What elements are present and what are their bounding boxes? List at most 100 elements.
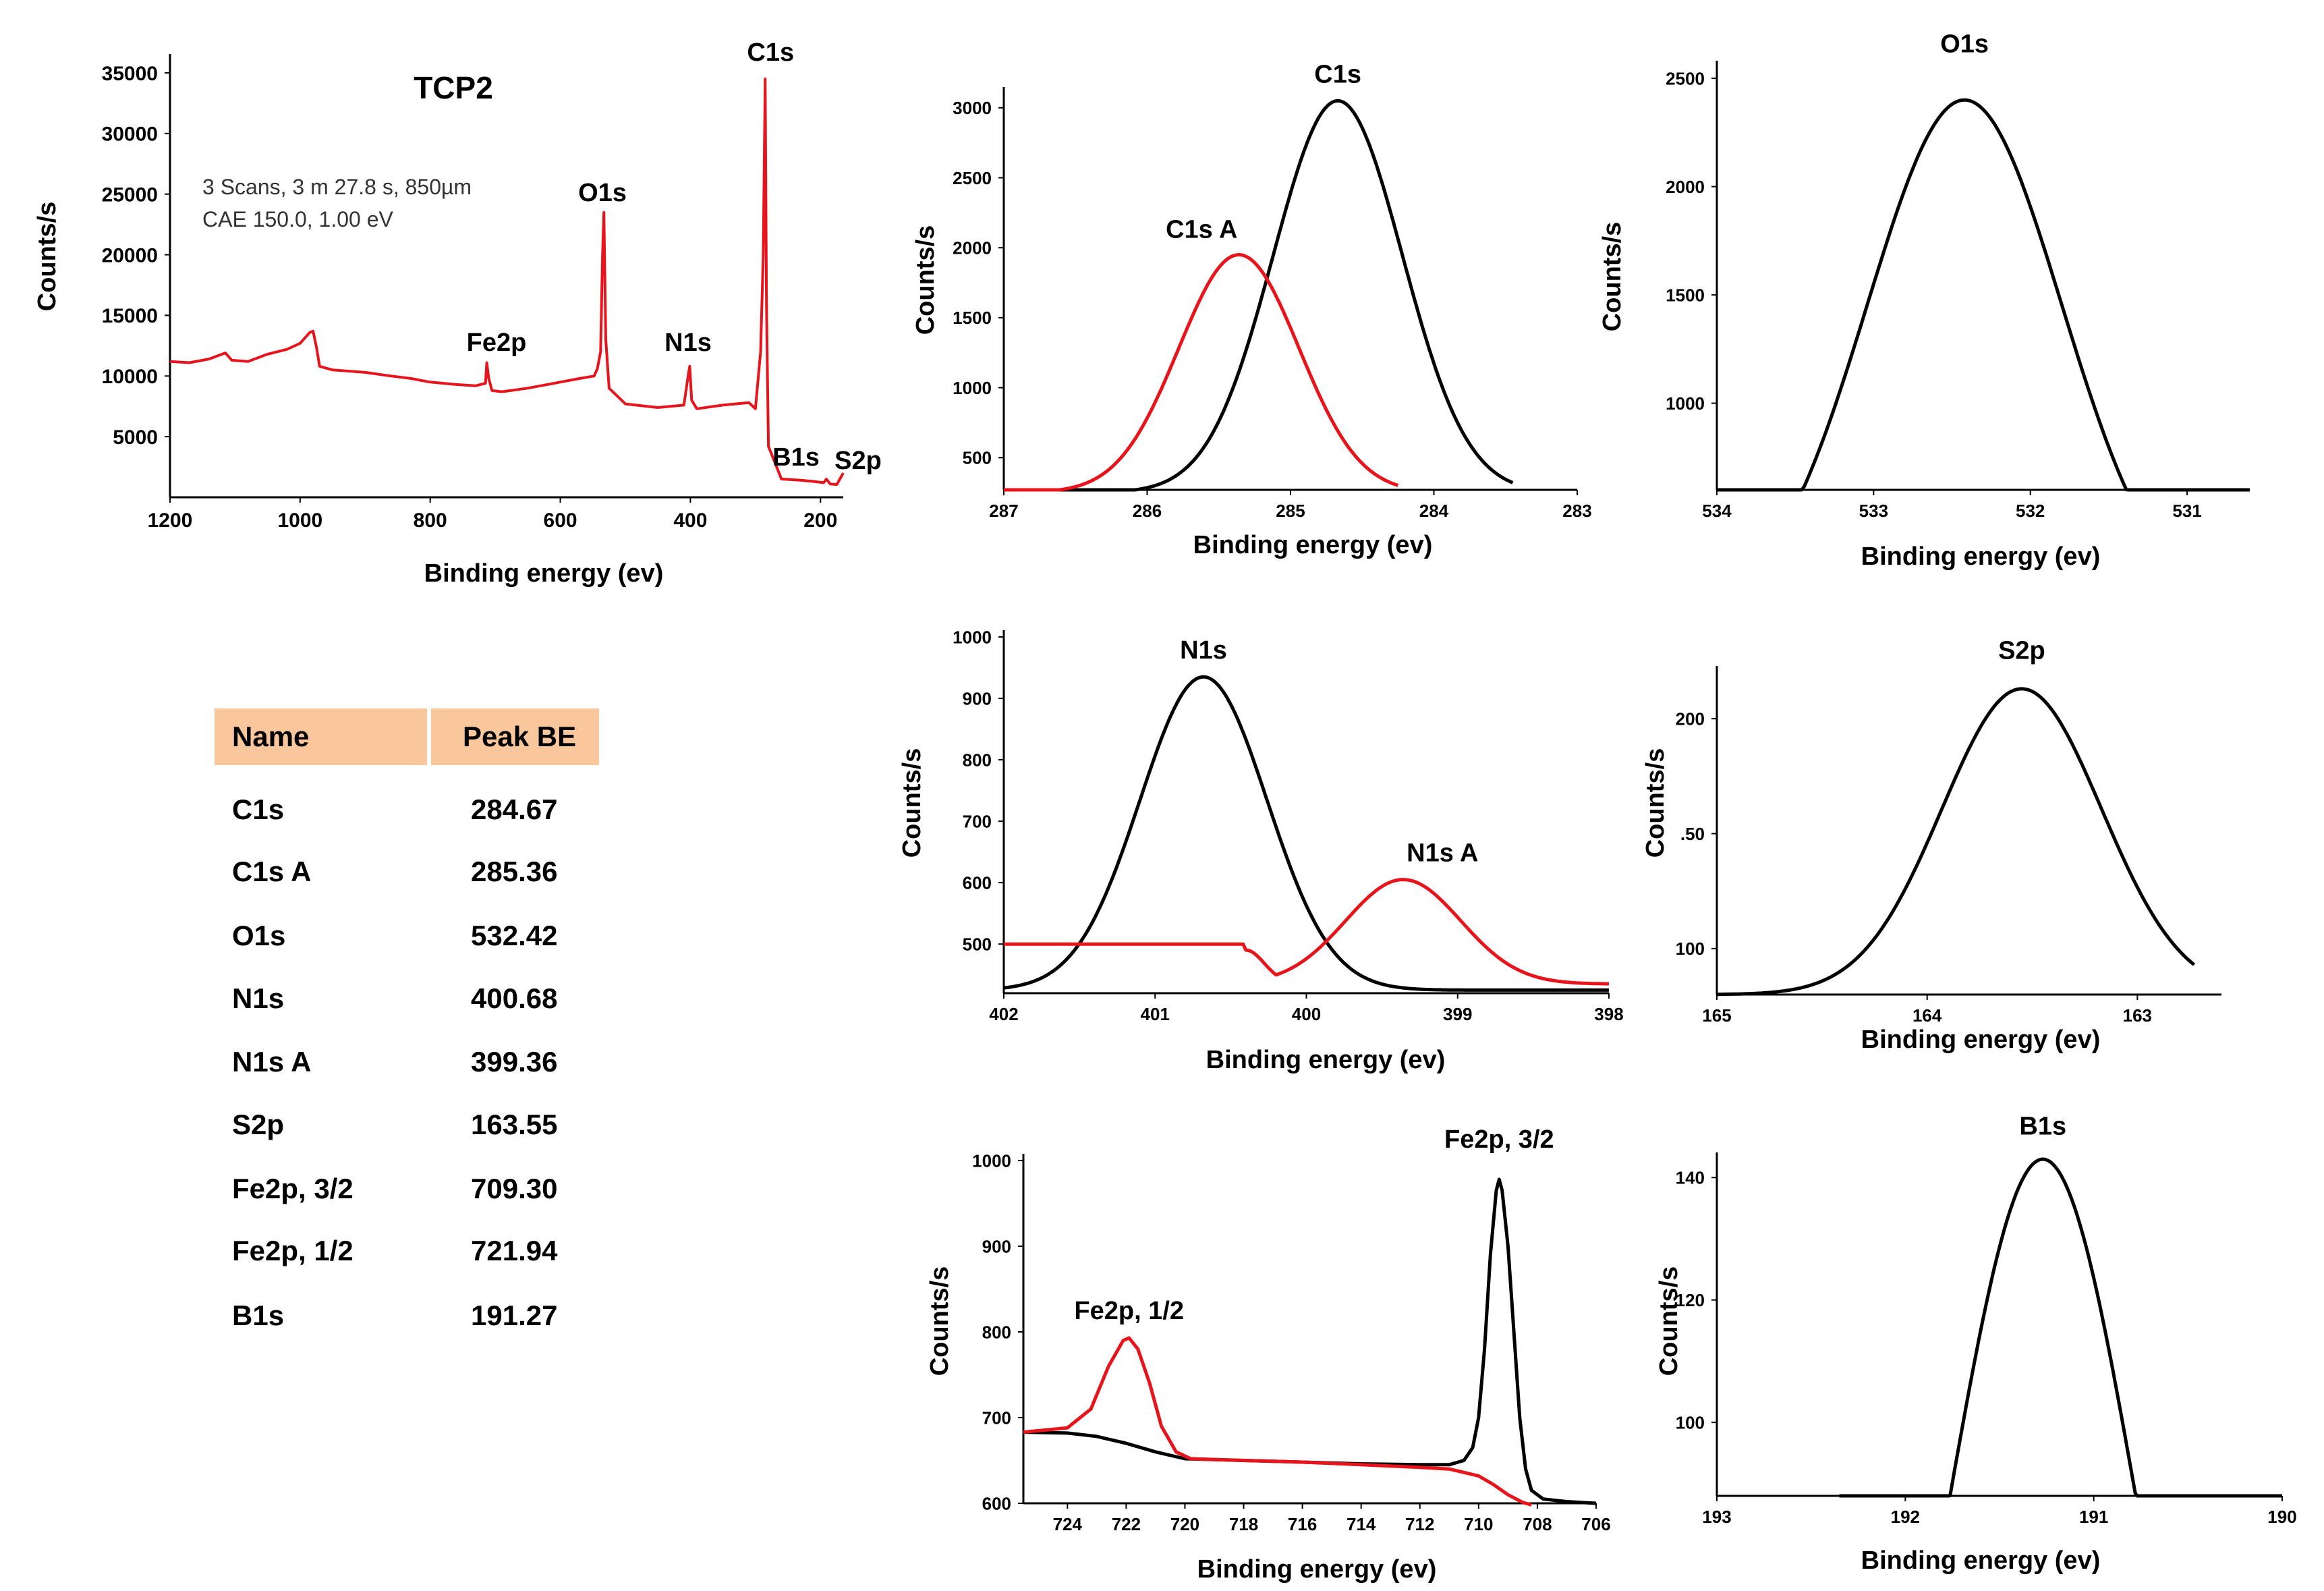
- x-tick-label: 720: [1170, 1514, 1199, 1534]
- y-tick-label: 15000: [102, 305, 158, 327]
- y-tick-label: 500: [963, 448, 992, 468]
- table-row: N1s A 399.36: [215, 1035, 599, 1089]
- y-tick-label: 1000: [953, 378, 992, 398]
- table-row: C1s A 285.36: [215, 845, 599, 899]
- x-tick-label: 531: [2172, 501, 2201, 521]
- row-name: C1s A: [232, 856, 312, 887]
- y-tick-label: 700: [982, 1407, 1011, 1428]
- y-tick-label: 1000: [972, 1150, 1011, 1171]
- y-tick-label: 2500: [953, 168, 992, 188]
- x-tick-label: 400: [673, 509, 707, 532]
- x-tick-label: 190: [2267, 1507, 2296, 1527]
- x-tick-label: 399: [1443, 1004, 1472, 1024]
- y-tick-label: 600: [963, 872, 992, 893]
- chart-title: TCP2: [414, 70, 493, 105]
- peak-label: O1s: [1940, 30, 1989, 59]
- x-tick-label: 401: [1141, 1004, 1170, 1024]
- x-tick-label: 400: [1292, 1004, 1321, 1024]
- series-line: [169, 78, 845, 486]
- y-tick-label: 100: [1676, 1412, 1705, 1432]
- peak-label: C1s A: [1166, 216, 1237, 244]
- peak-label: S2p: [1998, 637, 2045, 665]
- y-axis-label: Counts/s: [926, 1266, 954, 1376]
- row-name: S2p: [232, 1109, 285, 1140]
- peak-label: N1s: [664, 329, 712, 357]
- y-tick-label: 10000: [102, 366, 158, 388]
- peak-label: Fe2p: [467, 329, 527, 357]
- chart-fe2p: 724 722 720 718 716 714 712 710 708 706 600 700 800 9…: [926, 1125, 1611, 1584]
- series-line-o1s: [1717, 98, 2250, 492]
- chart-o1s: 534 533 532 531 1000 1500 2000 2500 Binding ener…: [1598, 30, 2250, 571]
- y-tick-label: 200: [1676, 709, 1705, 729]
- table-row: O1s 532.42: [215, 909, 599, 963]
- series-line-fe2p-3-2: [1023, 1177, 1597, 1505]
- x-tick-label: 716: [1288, 1514, 1317, 1534]
- chart-s2p: 165 164 163 100 .50 200 Binding energy (ev) Cou…: [1641, 637, 2221, 1054]
- table-row: Fe2p, 3/2 709.30: [215, 1162, 599, 1216]
- row-value: 721.94: [471, 1235, 558, 1266]
- row-name: Fe2p, 1/2: [232, 1235, 353, 1266]
- x-tick-label: 708: [1523, 1514, 1552, 1534]
- x-tick-label: 706: [1581, 1514, 1610, 1534]
- table-row: S2p 163.55: [215, 1098, 599, 1152]
- x-tick-label: 165: [1702, 1005, 1731, 1026]
- row-value: 709.30: [471, 1173, 558, 1204]
- y-tick-label: .50: [1680, 824, 1705, 844]
- x-axis-label: Binding energy (ev): [1197, 1555, 1437, 1584]
- peak-label: O1s: [578, 179, 627, 207]
- x-tick-label: 600: [544, 509, 577, 532]
- peak-label: C1s: [747, 38, 794, 67]
- table-row: N1s 400.68: [215, 972, 599, 1026]
- y-axis-label: Counts/s: [1655, 1266, 1683, 1376]
- y-tick-label: 700: [963, 811, 992, 831]
- chart-c1s: 287 286 285 284 283 500 1000 1500 2000 2500 3000 Bi…: [911, 60, 1592, 559]
- series-line-n1s: [1003, 675, 1609, 992]
- y-tick-label: 1500: [953, 308, 992, 328]
- x-tick-label: 1200: [148, 509, 193, 532]
- x-tick-label: 286: [1133, 501, 1162, 521]
- row-value: 284.67: [471, 793, 558, 825]
- row-value: 285.36: [471, 856, 558, 887]
- x-tick-label: 712: [1405, 1514, 1434, 1534]
- chart-n1s: 402 401 400 399 398 500 600 700 800 900 1000 Bindin…: [898, 627, 1624, 1074]
- series-line-n1s-a: [1004, 878, 1610, 986]
- y-tick-label: 20000: [102, 244, 158, 267]
- row-value: 399.36: [471, 1046, 558, 1078]
- chart-survey: 1200 1000 800 600 400 200 5000 10000 15000 20000 2…: [33, 38, 882, 588]
- y-tick-label: 800: [982, 1322, 1011, 1342]
- series-line-b1s: [1839, 1157, 2282, 1498]
- x-tick-label: 164: [1912, 1005, 1942, 1026]
- x-tick-label: 718: [1229, 1514, 1258, 1534]
- x-tick-label: 283: [1562, 501, 1591, 521]
- x-tick-label: 193: [1702, 1507, 1731, 1527]
- y-tick-label: 600: [982, 1493, 1011, 1513]
- x-tick-label: 533: [1859, 501, 1888, 521]
- y-tick-label: 2000: [953, 238, 992, 258]
- x-tick-label: 163: [2123, 1005, 2152, 1026]
- row-name: Fe2p, 3/2: [232, 1173, 353, 1204]
- peak-label: C1s: [1314, 60, 1361, 88]
- table-row: C1s 284.67: [215, 783, 599, 837]
- x-tick-label: 800: [414, 509, 447, 532]
- y-tick-label: 1500: [1666, 285, 1705, 305]
- peak-table-header: Name Peak BE: [215, 708, 599, 765]
- row-value: 532.42: [471, 920, 558, 951]
- x-tick-label: 191: [2079, 1507, 2108, 1527]
- row-value: 163.55: [471, 1109, 558, 1140]
- y-axis-label: Counts/s: [911, 225, 940, 335]
- y-tick-label: 500: [963, 934, 992, 955]
- peak-label: N1s: [1180, 636, 1227, 665]
- annotation-text: CAE 150.0, 1.00 eV: [202, 207, 394, 231]
- series-line-s2p: [1717, 687, 2196, 997]
- y-tick-label: 1000: [953, 627, 992, 647]
- y-axis-label: Counts/s: [1641, 748, 1670, 858]
- series-line-c1s: [1004, 99, 1514, 492]
- y-tick-label: 2500: [1666, 68, 1705, 88]
- y-tick-label: 140: [1676, 1168, 1705, 1188]
- row-name: N1s: [232, 982, 285, 1014]
- x-tick-label: 287: [989, 501, 1018, 521]
- header-name: Name: [232, 721, 310, 752]
- x-tick-label: 534: [1702, 501, 1732, 521]
- peak-label: Fe2p, 3/2: [1444, 1125, 1554, 1154]
